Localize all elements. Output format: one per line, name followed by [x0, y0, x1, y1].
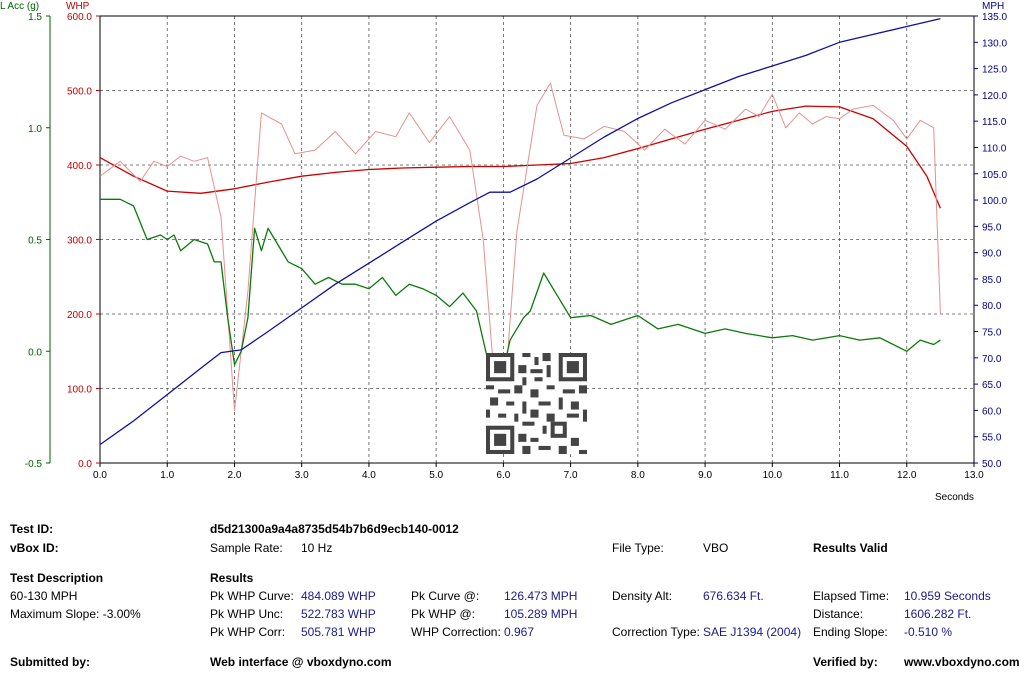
density-alt-value: 676.634 Ft. — [703, 589, 764, 603]
mph-tick-label: 50.0 — [982, 459, 1002, 470]
test-id-value: d5d21300a9a4a8735d54b7b6d9ecb140-0012 — [210, 522, 459, 536]
pk-curve-at-value: 126.473 MPH — [504, 589, 578, 603]
whp-tick-label: 300.0 — [67, 236, 92, 247]
lacc-tick-label: 0.5 — [28, 236, 42, 247]
mph-tick-label: 75.0 — [982, 328, 1002, 339]
ending-slope-label: Ending Slope: — [813, 625, 888, 639]
whp-raw-line — [99, 82, 941, 412]
whp-correction-label: WHP Correction: — [411, 625, 501, 639]
lacc-line — [100, 198, 941, 375]
x-tick-label: 0.0 — [93, 470, 107, 481]
x-tick-label: 5.0 — [429, 470, 443, 481]
x-tick-label: 2.0 — [228, 470, 242, 481]
vbox-id-label: vBox ID: — [10, 541, 59, 555]
distance-value: 1606.282 Ft. — [904, 607, 972, 621]
correction-type-value: SAE J1394 (2004) — [703, 625, 802, 639]
mph-tick-label: 65.0 — [982, 380, 1002, 391]
x-tick-label: 7.0 — [564, 470, 578, 481]
lacc-tick-label: 0.0 — [28, 347, 42, 358]
verified-site-link[interactable]: www.vboxdyno.com — [904, 655, 1020, 669]
x-tick-label: 11.0 — [830, 470, 849, 481]
mph-tick-label: 110.0 — [982, 143, 1007, 154]
pk-whp-unc-label: Pk WHP Unc: — [210, 607, 284, 621]
x-tick-label: 9.0 — [698, 470, 712, 481]
web-interface-link[interactable]: Web interface @ vboxdyno.com — [210, 655, 392, 669]
mph-tick-label: 115.0 — [982, 117, 1007, 128]
mph-tick-label: 70.0 — [982, 354, 1002, 365]
correction-type-label: Correction Type: — [612, 625, 700, 639]
mph-tick-label: 80.0 — [982, 301, 1002, 312]
x-tick-label: 6.0 — [496, 470, 510, 481]
whp-correction-value: 0.967 — [504, 625, 535, 639]
submitted-by-label: Submitted by: — [10, 655, 90, 669]
mph-axis-label: MPH — [982, 1, 1004, 12]
whp-axis-label: WHP — [66, 1, 90, 12]
distance-label: Distance: — [813, 607, 864, 621]
sample-rate-label: Sample Rate: — [210, 541, 283, 555]
whp-tick-label: 0.0 — [78, 459, 92, 470]
ending-slope-value: -0.510 % — [904, 625, 953, 639]
x-tick-label: 13.0 — [964, 470, 984, 481]
whp-tick-label: 100.0 — [67, 385, 92, 396]
lacc-tick-label: -0.5 — [25, 459, 43, 470]
pk-curve-at-label: Pk Curve @: — [411, 589, 480, 603]
x-axis-label: Seconds — [935, 492, 974, 503]
mph-tick-label: 100.0 — [982, 196, 1007, 207]
mph-tick-label: 125.0 — [982, 65, 1007, 76]
mph-tick-label: 120.0 — [982, 91, 1007, 102]
test-description-value: 60-130 MPH — [10, 589, 78, 603]
sample-rate-value: 10 Hz — [301, 541, 333, 555]
pk-whp-corr-label: Pk WHP Corr: — [210, 625, 286, 639]
x-tick-label: 8.0 — [631, 470, 645, 481]
mph-tick-label: 60.0 — [982, 406, 1002, 417]
test-id-label: Test ID: — [10, 522, 54, 536]
elapsed-time-label: Elapsed Time: — [813, 589, 890, 603]
x-tick-label: 4.0 — [362, 470, 376, 481]
mph-tick-label: 135.0 — [982, 12, 1007, 23]
mph-tick-label: 55.0 — [982, 433, 1002, 444]
test-description-label: Test Description — [10, 571, 104, 585]
x-tick-label: 10.0 — [763, 470, 783, 481]
x-tick-label: 3.0 — [295, 470, 309, 481]
verified-by-label: Verified by: — [813, 655, 878, 669]
density-alt-label: Density Alt: — [612, 589, 673, 603]
mph-tick-label: 95.0 — [982, 222, 1002, 233]
qr-code — [486, 353, 587, 454]
file-type-value: VBO — [703, 541, 729, 555]
results-valid: Results Valid — [813, 541, 888, 555]
whp-tick-label: 500.0 — [67, 87, 92, 98]
lacc-axis-label: L Acc (g) — [0, 1, 39, 12]
dyno-chart: 0.0 1.0 2.0 3.0 4.0 5.0 6.0 7.0 8.0 9.0 10.0 11.0 12… — [0, 1, 1008, 503]
pk-whp-curve-label: Pk WHP Curve: — [210, 589, 294, 603]
x-tick-label: 12.0 — [897, 470, 917, 481]
pk-whp-unc-value: 522.783 WHP — [301, 607, 376, 621]
max-slope: Maximum Slope: -3.00% — [10, 607, 141, 621]
chart-axes: 0.0 1.0 2.0 3.0 4.0 5.0 6.0 7.0 8.0 9.0 10.0 11.0 12… — [25, 12, 1008, 481]
lacc-tick-label: 1.5 — [28, 12, 42, 23]
elapsed-time-value: 10.959 Seconds — [904, 589, 991, 603]
chart-series — [99, 17, 941, 446]
pk-whp-at-value: 105.289 MPH — [504, 607, 578, 621]
whp-tick-label: 600.0 — [67, 12, 92, 23]
mph-line — [99, 17, 941, 446]
whp-curve-line — [99, 105, 941, 209]
lacc-tick-label: 1.0 — [28, 124, 42, 135]
pk-whp-corr-value: 505.781 WHP — [301, 625, 376, 639]
mph-tick-label: 130.0 — [982, 38, 1007, 49]
whp-tick-label: 200.0 — [67, 310, 92, 321]
mph-tick-label: 90.0 — [982, 249, 1002, 260]
results-label: Results — [210, 571, 254, 585]
pk-whp-at-label: Pk WHP @: — [411, 607, 475, 621]
mph-tick-label: 105.0 — [982, 170, 1007, 181]
file-type-label: File Type: — [612, 541, 664, 555]
pk-whp-curve-value: 484.089 WHP — [301, 589, 376, 603]
whp-tick-label: 400.0 — [67, 161, 92, 172]
mph-tick-label: 85.0 — [982, 275, 1002, 286]
x-tick-label: 1.0 — [160, 470, 174, 481]
